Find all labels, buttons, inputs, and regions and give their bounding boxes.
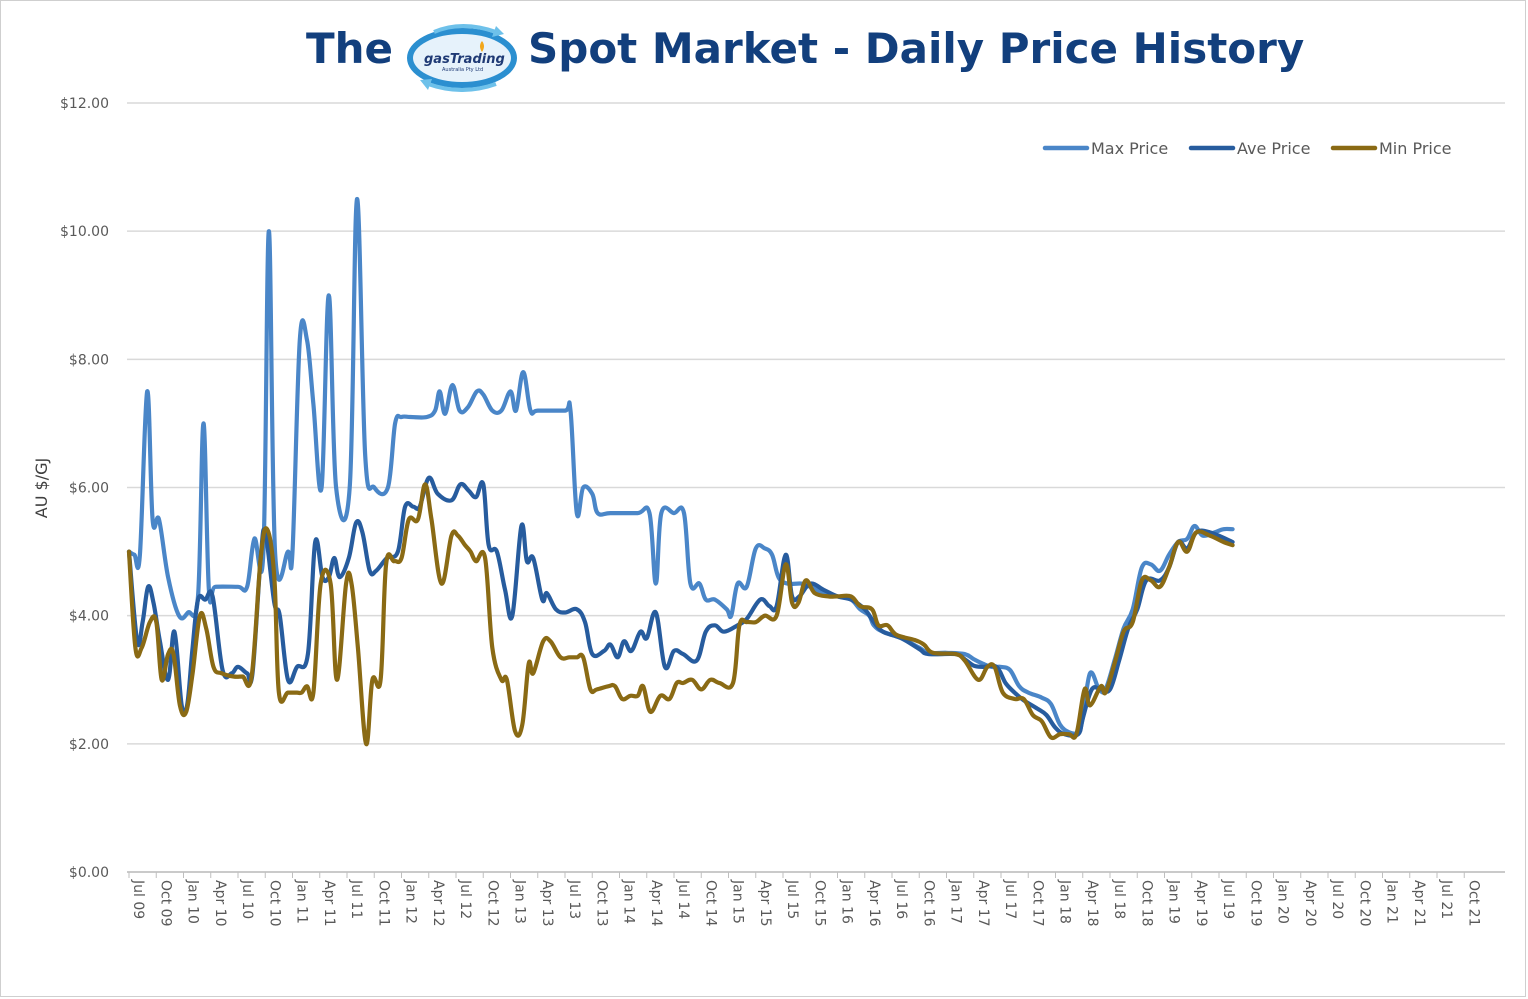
chart-title-left: The [306,24,394,73]
legend-label-min-price: Min Price [1379,139,1452,158]
x-tick-label: Jul 17 [1002,879,1018,919]
x-tick-label: Oct 16 [920,880,936,927]
series-line-max-price [126,196,1235,736]
x-tick-label: Jan 15 [730,879,746,924]
x-tick-label: Apr 17 [975,880,991,926]
legend-label-max-price: Max Price [1091,139,1168,158]
legend: Max Price Ave Price Min Price [1042,139,1452,158]
x-tick-label: Jan 14 [621,879,637,924]
legend-label-ave-price: Ave Price [1237,139,1310,158]
x-tick-label: Oct 09 [157,880,173,926]
x-tick-label: Jul 19 [1220,879,1236,919]
x-tick-label: Oct 11 [375,880,391,926]
series-line-min-price [126,482,1235,746]
x-tick-label: Jul 11 [348,879,364,919]
x-tick-label: Jul 12 [457,879,473,919]
x-tick-label: Jul 13 [566,879,582,919]
x-tick-label: Oct 17 [1029,880,1045,926]
y-tick-label: $12.00 [60,96,109,112]
x-tick-label: Apr 10 [212,880,228,926]
y-tick-label: $10.00 [60,224,109,240]
x-tick-label: Apr 16 [866,880,882,927]
x-tick-label: Jan 20 [1275,879,1291,924]
y-axis-ticks: $0.00 $2.00 $4.00 $6.00 $8.00 $10.00 $12.00 [60,96,109,881]
x-tick-label: Jan 19 [1166,879,1182,924]
x-tick-label: Apr 11 [321,880,337,926]
x-tick-label: Apr 20 [1302,880,1318,926]
x-tick-label: Jul 21 [1438,879,1454,919]
x-tick-label: Jul 15 [784,879,800,919]
x-tick-label: Apr 21 [1411,880,1427,926]
x-tick-label: Oct 14 [702,880,718,927]
x-tick-label: Oct 18 [1138,880,1154,926]
x-tick-label: Oct 12 [484,880,500,926]
x-tick-label: Oct 13 [593,880,609,926]
x-tick-label: Jan 10 [185,879,201,924]
x-axis-ticks: Jul 09 Oct 09 Jan 10 Apr 10 Jul 10 Oct 10 Jan … [128,872,1481,927]
chart-title-right: Spot Market - Daily Price History [528,24,1305,73]
series-lines [126,196,1235,746]
chart-title: The gasTrading Australia Pty Ltd Spot Ma… [0,22,1528,92]
y-axis-label: AU $/GJ [32,458,51,518]
x-tick-label: Oct 21 [1465,880,1481,926]
y-tick-label: $0.00 [69,865,109,881]
x-tick-label: Jan 12 [403,879,419,924]
x-tick-label: Jan 16 [839,879,855,924]
gridlines [127,102,1505,873]
x-tick-label: Jan 21 [1384,879,1400,924]
y-tick-label: $8.00 [69,352,109,368]
x-tick-label: Oct 20 [1356,880,1372,926]
logo-subtitle: Australia Pty Ltd [442,67,483,73]
x-tick-label: Jan 18 [1057,879,1073,924]
x-tick-label: Jan 17 [948,879,964,924]
x-tick-label: Jan 13 [512,879,528,924]
x-tick-label: Apr 14 [648,880,664,927]
x-tick-label: Jan 11 [294,879,310,924]
x-tick-label: Apr 13 [539,880,555,926]
x-tick-label: Jul 09 [130,879,146,919]
x-tick-label: Oct 15 [811,880,827,926]
x-tick-label: Oct 19 [1247,880,1263,926]
x-tick-label: Oct 10 [266,880,282,926]
x-tick-label: Jul 20 [1329,879,1345,919]
y-tick-label: $6.00 [69,481,109,497]
x-tick-label: Jul 14 [675,879,691,919]
x-tick-label: Jul 10 [239,879,255,919]
y-tick-label: $4.00 [69,609,109,625]
y-tick-label: $2.00 [69,737,109,753]
gastrading-logo: gasTrading Australia Pty Ltd [407,24,517,92]
x-tick-label: Apr 19 [1193,880,1209,926]
logo-text: gasTrading [424,52,505,67]
x-tick-label: Jul 16 [893,879,909,919]
x-tick-label: Apr 15 [757,880,773,926]
x-tick-label: Apr 18 [1084,880,1100,926]
x-tick-label: Apr 12 [430,880,446,926]
x-tick-label: Jul 18 [1111,879,1127,919]
